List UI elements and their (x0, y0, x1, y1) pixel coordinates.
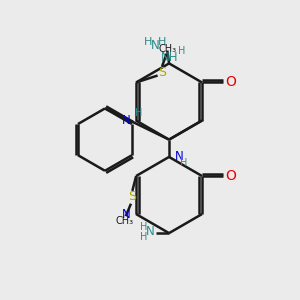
Text: H: H (180, 158, 187, 168)
Text: H: H (144, 37, 152, 46)
Text: NH: NH (161, 51, 178, 64)
Text: CH₃: CH₃ (159, 44, 177, 54)
Text: N: N (122, 114, 131, 127)
Text: CH₃: CH₃ (116, 216, 134, 226)
Text: N: N (174, 150, 183, 164)
Text: H: H (140, 232, 148, 242)
Text: N: N (122, 208, 131, 220)
Text: N: N (151, 38, 160, 52)
Text: H: H (140, 222, 148, 232)
Text: S: S (158, 66, 166, 79)
Text: O: O (226, 169, 236, 183)
Text: H: H (158, 37, 166, 46)
Text: N: N (146, 225, 155, 238)
Text: S: S (128, 190, 136, 202)
Text: H: H (135, 108, 142, 118)
Text: O: O (226, 76, 236, 89)
Text: H: H (178, 46, 186, 56)
